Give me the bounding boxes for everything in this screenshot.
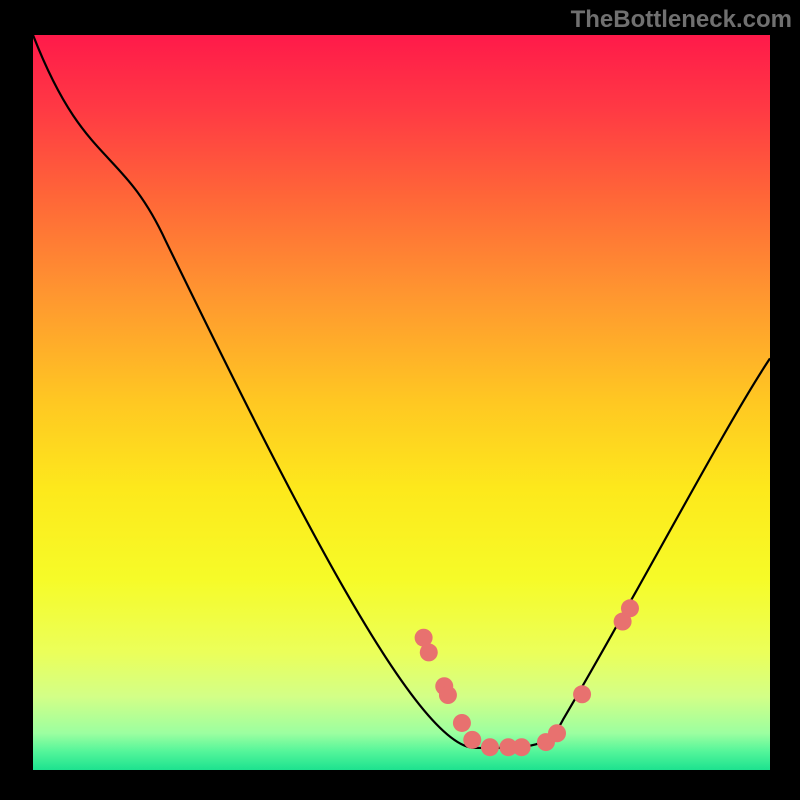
data-dot [439,686,457,704]
data-dot [548,724,566,742]
data-dot [420,643,438,661]
data-dot [463,731,481,749]
data-dot [573,685,591,703]
data-dot [481,738,499,756]
data-dot [453,714,471,732]
watermark-text: TheBottleneck.com [571,6,792,34]
data-dot [513,738,531,756]
plot-area [33,35,770,770]
gradient-background [33,35,770,770]
chart-frame: TheBottleneck.com [0,0,800,800]
data-dot [621,599,639,617]
